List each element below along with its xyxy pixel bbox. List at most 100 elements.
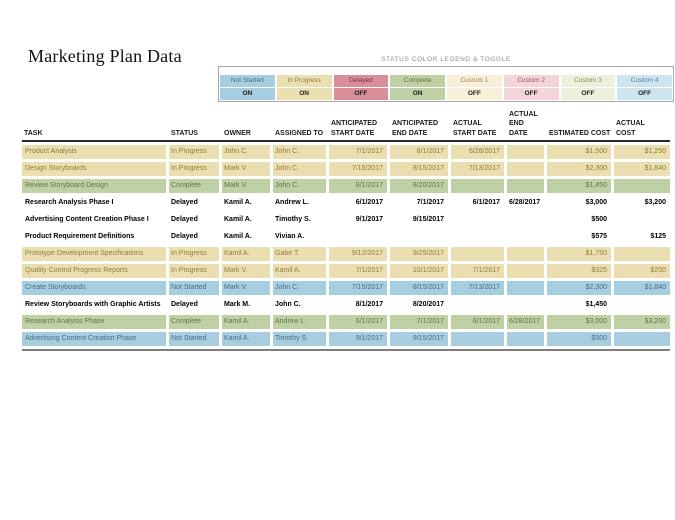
legend-status-label: Custom 2 <box>503 75 559 87</box>
legend-status-label: Delayed <box>333 75 389 87</box>
owner-cell: Mark V. <box>222 162 270 177</box>
legend-item: In Progress ON <box>276 75 332 100</box>
legend-toggle[interactable]: OFF <box>447 88 502 100</box>
table-body: Product Analysis In Progress John C. Joh… <box>22 145 670 352</box>
status-cell: Delayed <box>171 233 198 241</box>
status-cell: In Progress <box>169 162 219 177</box>
status-cell: In Progress <box>169 247 219 262</box>
table-row: Review Storyboard Design Complete Mark V… <box>22 179 670 194</box>
anticipated-end-cell: 7/1/2017 <box>390 315 448 330</box>
column-header: ACTUAL END DATE <box>509 111 538 137</box>
legend-toggle[interactable]: ON <box>220 88 275 100</box>
assigned-to-cell: John C. <box>273 162 326 177</box>
table-row: Research Analysis Phase I Delayed Kamil … <box>22 196 670 210</box>
actual-cost-cell <box>614 179 670 194</box>
task-cell: Research Analysis Phase I <box>25 199 114 207</box>
column-header: ACTUAL COST <box>616 120 645 137</box>
actual-end-cell: 6/28/2017 <box>509 199 541 207</box>
actual-end-cell <box>507 281 544 296</box>
anticipated-end-cell: 9/15/2017 <box>390 332 448 347</box>
actual-cost-cell: $3,200 <box>614 315 670 330</box>
actual-start-cell <box>451 247 504 262</box>
legend-item: Custom 2 OFF <box>503 75 559 100</box>
actual-end-cell <box>507 145 544 160</box>
status-cell: Delayed <box>171 301 198 309</box>
owner-cell: Kamil A. <box>222 332 270 347</box>
legend-toggle[interactable]: OFF <box>560 88 616 100</box>
legend-toggle[interactable]: ON <box>276 88 332 100</box>
status-legend: STATUS COLOR LEGEND & TOGGLE Not Started… <box>218 56 674 102</box>
legend-status-label: In Progress <box>276 75 332 87</box>
actual-cost-cell <box>614 247 670 262</box>
anticipated-end-cell: 8/15/2017 <box>390 162 448 177</box>
legend-item: Not Started ON <box>220 75 275 100</box>
actual-end-cell <box>507 264 544 279</box>
column-header: ESTIMATED COST <box>549 129 611 137</box>
legend-title: STATUS COLOR LEGEND & TOGGLE <box>381 56 511 63</box>
anticipated-start-cell: 9/1/2017 <box>355 216 383 224</box>
legend-status-label: Custom 3 <box>560 75 616 87</box>
legend-status-label: Complete <box>390 75 445 87</box>
anticipated-end-cell: 9/15/2017 <box>412 216 444 224</box>
status-cell: In Progress <box>169 145 219 160</box>
assigned-to-cell: John C. <box>275 301 301 309</box>
marketing-plan-table: TASK STATUS OWNER ASSIGNED TO ANTICIPATED ST… <box>22 110 670 352</box>
estimated-cost-cell: $1,750 <box>547 247 611 262</box>
estimated-cost-cell: $500 <box>591 216 607 224</box>
actual-start-cell: 7/13/2017 <box>451 281 504 296</box>
anticipated-end-cell: 10/1/2017 <box>390 264 448 279</box>
status-cell: Not Started <box>169 332 219 347</box>
actual-start-cell: 7/13/2017 <box>451 162 504 177</box>
actual-start-cell <box>451 213 504 227</box>
status-cell: In Progress <box>169 264 219 279</box>
anticipated-end-cell: 8/20/2017 <box>390 179 448 194</box>
task-cell: Advertising Content Creation Phase <box>22 332 166 347</box>
actual-start-cell: 6/28/2017 <box>451 145 504 160</box>
legend-toggle[interactable]: OFF <box>503 88 559 100</box>
assigned-to-cell: Andrew L. <box>273 315 326 330</box>
actual-start-cell: 7/1/2017 <box>451 264 504 279</box>
legend-toggle[interactable]: OFF <box>333 88 389 100</box>
anticipated-start-cell: 9/12/2017 <box>329 247 387 262</box>
legend-item: Delayed OFF <box>333 75 389 100</box>
anticipated-end-cell: 8/15/2017 <box>390 281 448 296</box>
legend-toggle[interactable]: OFF <box>617 88 672 100</box>
status-cell: Complete <box>169 315 219 330</box>
column-header: ACTUAL START DATE <box>453 120 497 137</box>
task-cell: Product Analysis <box>22 145 166 160</box>
estimated-cost-cell: $3,000 <box>547 315 611 330</box>
anticipated-start-cell: 7/1/2017 <box>329 145 387 160</box>
column-header: STATUS <box>171 129 198 137</box>
anticipated-start-cell: 9/1/2017 <box>329 332 387 347</box>
actual-end-cell <box>507 298 544 312</box>
assigned-to-cell: John C. <box>273 145 326 160</box>
page-title: Marketing Plan Data <box>28 46 182 66</box>
actual-start-cell <box>451 230 504 244</box>
actual-start-cell <box>451 298 504 312</box>
task-cell: Quality Control Progress Reports <box>22 264 166 279</box>
column-header: ANTICIPATED END DATE <box>392 120 439 137</box>
owner-cell: Mark V. <box>222 264 270 279</box>
assigned-to-cell: Gabe T. <box>273 247 326 262</box>
owner-cell: Mark V. <box>222 281 270 296</box>
estimated-cost-cell: $2,300 <box>547 162 611 177</box>
anticipated-end-cell <box>390 230 448 244</box>
assigned-to-cell: Kamil A. <box>273 264 326 279</box>
table-row: Advertising Content Creation Phase I Del… <box>22 213 670 227</box>
actual-cost-cell <box>614 332 670 347</box>
table-row: Product Requirement Definitions Delayed … <box>22 230 670 244</box>
status-cell: Not Started <box>169 281 219 296</box>
actual-cost-cell: $125 <box>650 233 666 241</box>
legend-status-label: Custom 4 <box>617 75 672 87</box>
actual-end-cell <box>507 213 544 227</box>
legend-item: Custom 1 OFF <box>447 75 502 100</box>
owner-cell: Kamil A. <box>224 216 252 224</box>
table-row: Review Storyboards with Graphic Artists … <box>22 298 670 312</box>
assigned-to-cell: Vivian A. <box>275 233 305 241</box>
legend-status-label: Not Started <box>220 75 275 87</box>
legend-toggle[interactable]: ON <box>390 88 445 100</box>
task-cell: Advertising Content Creation Phase I <box>25 216 149 224</box>
actual-start-cell <box>451 179 504 194</box>
anticipated-end-cell: 9/25/2017 <box>390 247 448 262</box>
anticipated-start-cell: 7/15/2017 <box>329 162 387 177</box>
